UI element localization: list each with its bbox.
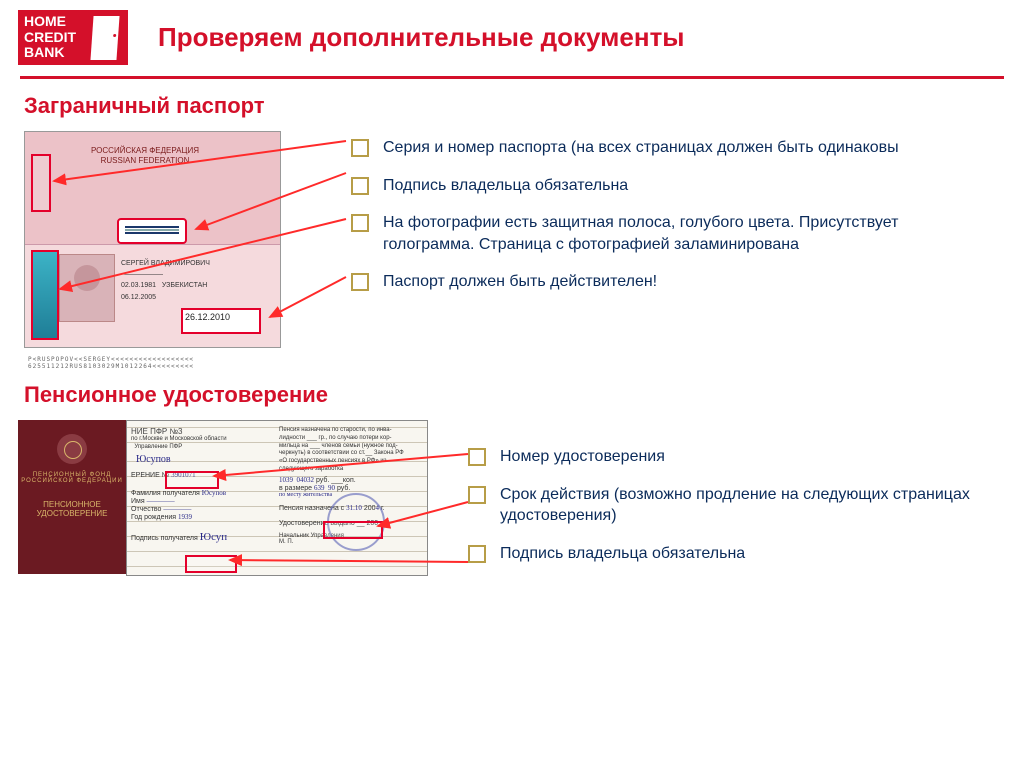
passport-photo [59,254,115,322]
passport-mock: РОССИЙСКАЯ ФЕДЕРАЦИЯ RUSSIAN FEDERATION … [24,131,281,348]
check-text: На фотографии есть защитная полоса, голу… [383,212,991,255]
slide-title: Проверяем дополнительные документы [158,22,685,53]
logo-door-icon [90,16,119,60]
passport-data-lines: СЕРГЕЙ ВЛАДИМИРОВИЧ——————02.03.1981 УЗБЕ… [121,258,210,303]
passport-mrz: P<RUSPOPOV<<SERGEY<<<<<<<<<<<<<<<<<<6255… [28,356,194,370]
check-text: Подпись владельца обязательна [383,175,628,197]
section1-checklist: Серия и номер паспорта (на всех страница… [351,131,991,348]
callout-signature [117,218,187,244]
section2-title: Пенсионное удостоверение [24,382,1024,408]
pension-cover: ПЕНСИОННЫЙ ФОНДРОССИЙСКОЙ ФЕДЕРАЦИИ ПЕНС… [18,420,126,574]
logo-line1: HOME [24,14,76,29]
checkbox-icon [468,448,486,466]
check-text: Серия и номер паспорта (на всех страница… [383,137,899,159]
check-text: Паспорт должен быть действителен! [383,271,657,293]
checkbox-icon [351,214,369,232]
callout-validity [323,521,383,539]
section2-content: ПЕНСИОННЫЙ ФОНДРОССИЙСКОЙ ФЕДЕРАЦИИ ПЕНС… [0,420,1024,580]
callout-cert-number [165,471,219,489]
check-item: Подпись владельца обязательна [351,175,991,197]
logo-line2: CREDIT [24,30,76,45]
check-item: На фотографии есть защитная полоса, голу… [351,212,991,255]
title-divider [20,76,1004,79]
checkbox-icon [351,273,369,291]
check-text: Срок действия (возможно продление на сле… [500,484,1024,527]
check-item: Номер удостоверения [468,446,1024,468]
passport-header1: РОССИЙСКАЯ ФЕДЕРАЦИЯ [91,146,199,156]
pension-figure: ПЕНСИОННЫЙ ФОНДРОССИЙСКОЙ ФЕДЕРАЦИИ ПЕНС… [18,420,428,580]
checkbox-icon [351,177,369,195]
check-text: Номер удостоверения [500,446,665,468]
cover-line1: ПЕНСИОННОЕ [43,500,101,509]
checkbox-icon [351,139,369,157]
checkbox-icon [468,545,486,563]
emblem-icon [57,434,87,464]
cover-country: ПЕНСИОННЫЙ ФОНДРОССИЙСКОЙ ФЕДЕРАЦИИ [21,472,123,484]
cover-line2: УДОСТОВЕРЕНИЕ [37,509,108,518]
callout-serial [31,154,51,212]
logo: HOME CREDIT BANK [18,10,128,65]
check-text: Подпись владельца обязательна [500,543,745,565]
section1-title: Заграничный паспорт [24,93,1024,119]
logo-line3: BANK [24,45,76,60]
slide-header: HOME CREDIT BANK Проверяем дополнительны… [0,0,1024,70]
check-item: Паспорт должен быть действителен! [351,271,991,293]
passport-header2: RUSSIAN FEDERATION [91,156,199,166]
callout-holo-stripe [31,250,59,340]
pension-inner: НИЕ ПФР №3 по г.Москве и Московской обла… [126,420,428,576]
checkbox-icon [468,486,486,504]
check-item: Серия и номер паспорта (на всех страница… [351,137,991,159]
expiry-date: 26.12.2010 [185,312,230,322]
passport-figure: РОССИЙСКАЯ ФЕДЕРАЦИЯ RUSSIAN FEDERATION … [24,131,281,348]
callout-signature [185,555,237,573]
check-item: Срок действия (возможно продление на сле… [468,484,1024,527]
check-item: Подпись владельца обязательна [468,543,1024,565]
section2-checklist: Номер удостоверения Срок действия (возмо… [468,420,1024,580]
section1-content: РОССИЙСКАЯ ФЕДЕРАЦИЯ RUSSIAN FEDERATION … [0,131,1024,348]
